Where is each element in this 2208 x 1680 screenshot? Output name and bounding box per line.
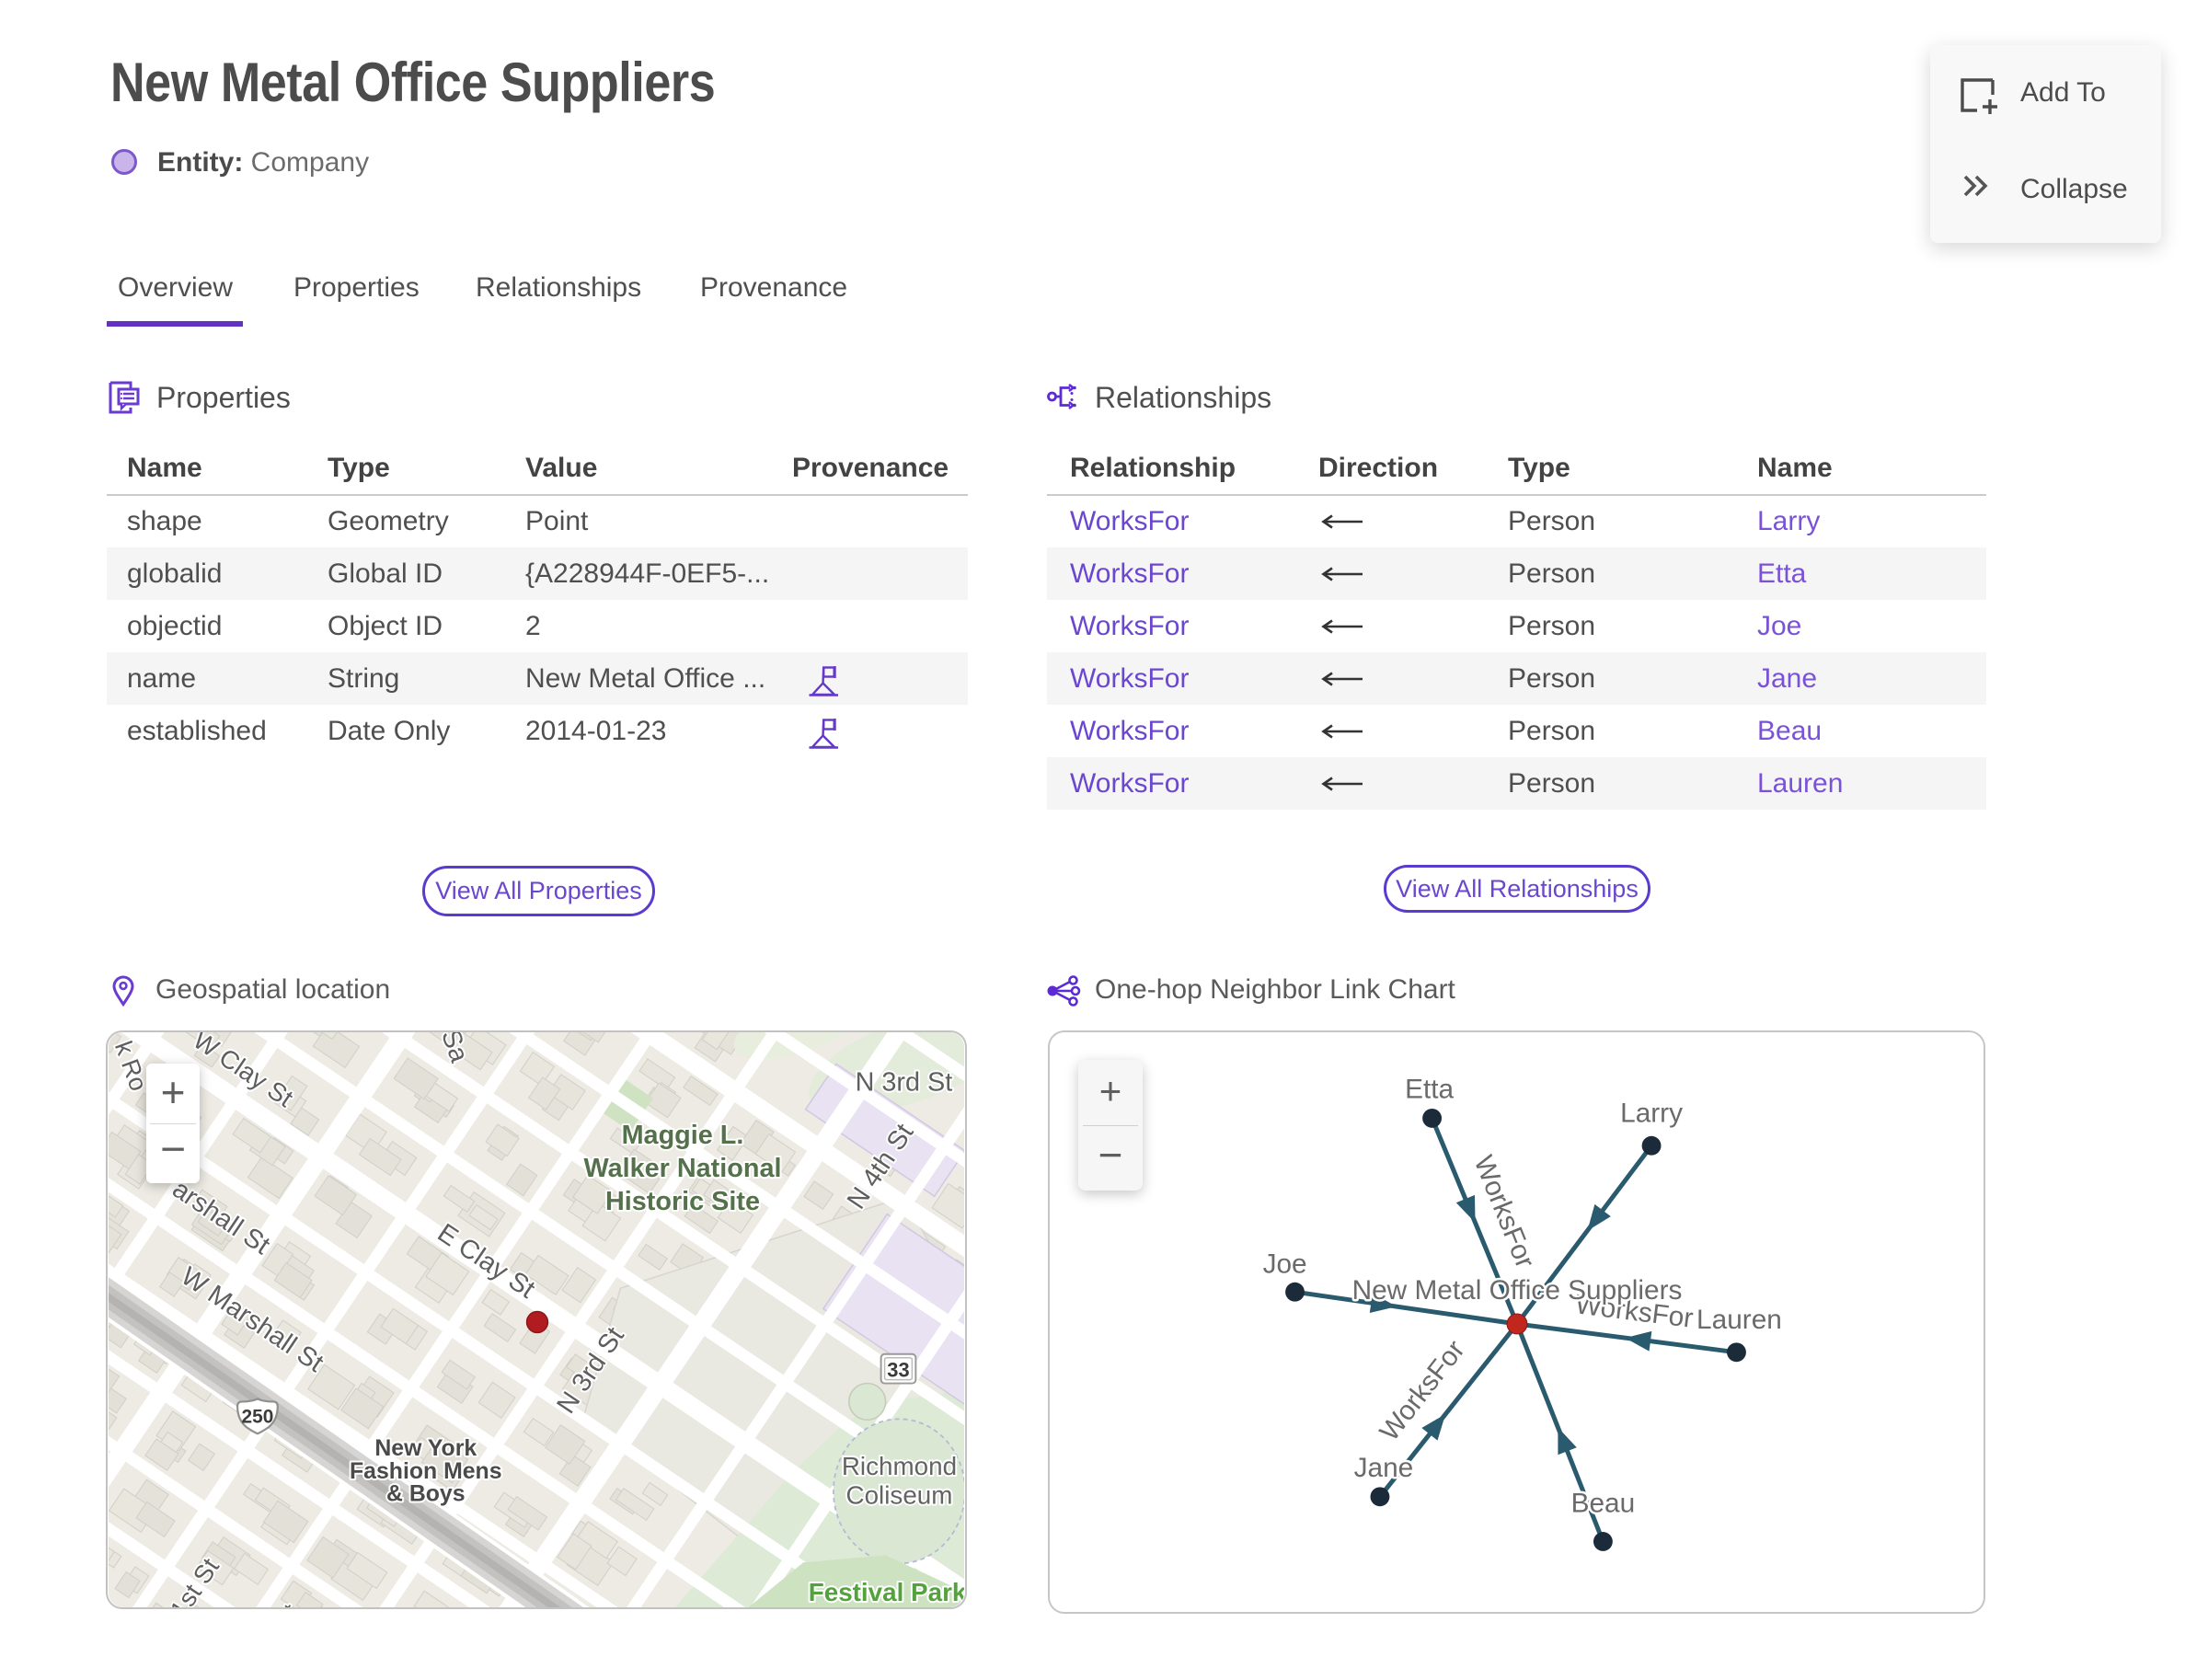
svg-text:Coliseum: Coliseum [846, 1481, 953, 1510]
svg-text:WorksFor: WorksFor [1374, 1335, 1471, 1447]
svg-text:N 3rd St: N 3rd St [856, 1068, 953, 1098]
svg-text:Larry: Larry [1620, 1098, 1683, 1128]
svg-text:Historic Site: Historic Site [605, 1187, 760, 1216]
svg-text:Jane: Jane [1354, 1453, 1414, 1483]
svg-text:Maggie L.: Maggie L. [622, 1121, 744, 1150]
svg-text:33: 33 [887, 1359, 909, 1382]
svg-text:& Boys: & Boys [386, 1482, 466, 1507]
svg-text:Walker National: Walker National [583, 1154, 781, 1183]
svg-text:250: 250 [242, 1406, 274, 1427]
svg-text:WorksFor: WorksFor [1468, 1151, 1541, 1272]
svg-text:New York: New York [374, 1436, 477, 1461]
svg-text:Richmond: Richmond [842, 1452, 957, 1480]
svg-text:Lauren: Lauren [1696, 1305, 1782, 1335]
svg-text:New Metal Office Suppliers: New Metal Office Suppliers [1352, 1275, 1683, 1306]
svg-text:Festival Park: Festival Park [809, 1578, 967, 1606]
svg-text:Fashion Mens: Fashion Mens [350, 1459, 502, 1484]
svg-text:Etta: Etta [1405, 1075, 1454, 1105]
svg-text:Joe: Joe [1263, 1248, 1307, 1279]
svg-text:Beau: Beau [1571, 1489, 1636, 1519]
